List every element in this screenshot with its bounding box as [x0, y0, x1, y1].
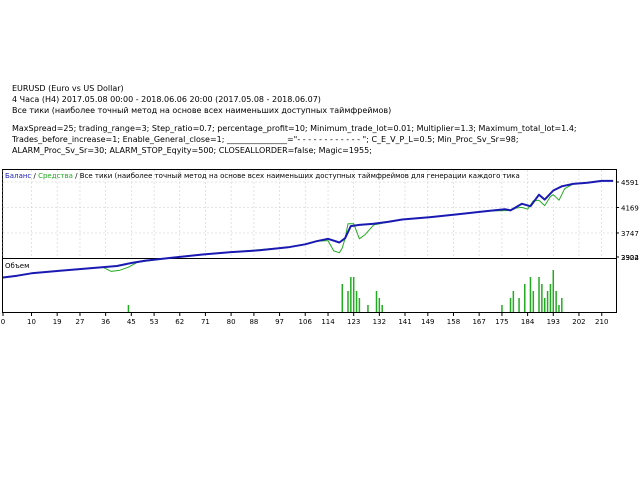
params-line-1: MaxSpread=25; trading_range=3; Step_rati…	[12, 124, 577, 133]
x-tick-label: 97	[275, 318, 284, 326]
x-tick-label: 167	[472, 318, 485, 326]
x-tick-label: 27	[76, 318, 85, 326]
x-tick-label: 71	[201, 318, 210, 326]
x-tick-label: 210	[595, 318, 608, 326]
x-tick-label: 202	[572, 318, 585, 326]
symbol-text: EURUSD (Euro vs US Dollar)	[12, 84, 124, 93]
balance-line	[2, 179, 614, 279]
params-line-2: Trades_before_increase=1; Enable_General…	[12, 135, 519, 144]
x-tick-label: 106	[299, 318, 313, 326]
legend-separator-2: /	[73, 172, 80, 180]
x-tick-label: 149	[421, 318, 434, 326]
x-tick-label: 53	[150, 318, 159, 326]
chart-legend: Баланс / Средства / Все тики (наиболее т…	[5, 172, 520, 180]
x-tick-label: 141	[398, 318, 411, 326]
volume-label: Объем	[5, 262, 29, 270]
x-tick-label: 62	[175, 318, 184, 326]
model-text: Все тики (наиболее точный метод на основ…	[12, 106, 392, 115]
legend-equity: Средства	[38, 172, 73, 180]
x-tick-label: 36	[101, 318, 110, 326]
equity-line	[2, 180, 614, 278]
x-tick-label: 132	[373, 318, 386, 326]
x-tick-label: 193	[547, 318, 560, 326]
x-tick-label: 158	[447, 318, 460, 326]
x-tick-label: 123	[347, 318, 360, 326]
x-tick-label: 0	[1, 318, 5, 326]
x-tick-label: 184	[521, 318, 535, 326]
x-tick-label: 88	[249, 318, 258, 326]
x-tick-label: 80	[227, 318, 236, 326]
y-tick-label: 4169	[621, 204, 639, 212]
legend-separator: /	[31, 172, 38, 180]
y-tick-label: 2902	[621, 254, 639, 262]
x-tick-label: 19	[53, 318, 62, 326]
x-tick-label: 175	[495, 318, 508, 326]
main-plot-frame	[2, 169, 617, 259]
y-tick-label: 3747	[621, 230, 639, 238]
x-tick-label: 45	[127, 318, 136, 326]
legend-model: Все тики (наиболее точный метод на основ…	[80, 172, 520, 180]
report-header: EURUSD (Euro vs US Dollar) 4 Часа (H4) 2…	[12, 83, 577, 156]
legend-balance: Баланс	[5, 172, 31, 180]
y-tick-label: 4591	[621, 179, 639, 187]
x-tick-label: 114	[321, 318, 335, 326]
y-tick-label: 3324	[621, 254, 639, 262]
params-line-3: ALARM_Proc_Sv_Sr=30; ALARM_STOP_Eqyity=5…	[12, 146, 372, 155]
period-text: 4 Часа (H4) 2017.05.08 00:00 - 2018.06.0…	[12, 95, 321, 104]
x-tick-label: 10	[27, 318, 36, 326]
